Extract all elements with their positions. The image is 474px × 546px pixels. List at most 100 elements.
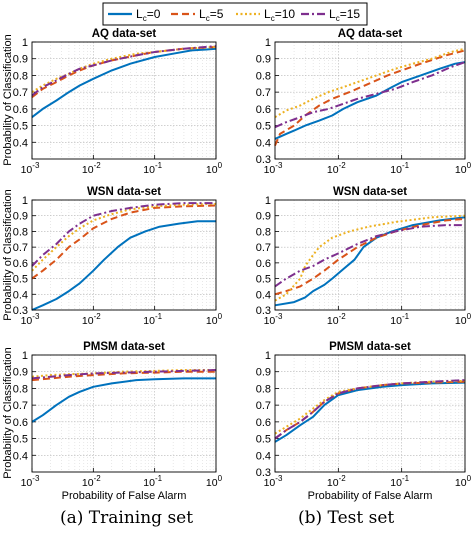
series-line-2 (274, 214, 466, 302)
x-tick-label: 10-2 (327, 161, 346, 176)
axes-frame (274, 354, 466, 473)
x-tick-label: 100 (455, 474, 472, 489)
y-tick-label: 0.6 (256, 417, 271, 429)
series-line-1 (31, 46, 217, 98)
series-line-1 (274, 380, 466, 440)
series-line-0 (274, 61, 466, 140)
y-tick-label: 0.5 (13, 434, 28, 446)
y-tick-label: 0.5 (256, 274, 271, 286)
y-tick-label: 0.3 (13, 305, 28, 317)
series-line-1 (31, 204, 217, 280)
y-tick-label: 1 (22, 37, 28, 49)
x-tick-label: 10-2 (82, 474, 101, 489)
y-tick-label: 0.8 (13, 70, 28, 82)
x-tick-label: 10-3 (21, 161, 40, 176)
y-tick-label: 0.5 (256, 434, 271, 446)
y-tick-label: 0.9 (13, 211, 28, 223)
axis-labels: Probability of Classification Probability… (2, 34, 432, 502)
x-tick-label: 10-3 (21, 312, 40, 327)
y-tick-label: 0.3 (256, 467, 271, 479)
series-line-0 (274, 381, 466, 443)
y-tick-label: 0.7 (256, 400, 271, 412)
series-line-3 (31, 45, 217, 97)
series-line-3 (31, 202, 216, 267)
y-tick-label: 0.7 (256, 87, 271, 99)
axes-frame (274, 41, 466, 160)
y-tick-label: 0.7 (13, 400, 28, 412)
y-tick-label: 0.5 (13, 274, 28, 286)
x-tick-label: 10-1 (390, 161, 409, 176)
legend: Lc=0 Lc=5 Lc=10 Lc=15 (102, 2, 368, 26)
subplot-1: 10-3 10-2 10-1 100 0.4 0.5 0.6 0.7 0.8 0.9 1 AQ dat… (13, 28, 223, 176)
y-tick-label: 0.8 (256, 383, 271, 395)
y-tick-label: 0.9 (13, 367, 28, 379)
y-tick-label: 0.4 (256, 450, 271, 462)
series-line-3 (31, 369, 217, 380)
x-tick-label: 100 (206, 161, 223, 176)
legend-label-1: Lc=5 (199, 7, 224, 23)
subplot-title: WSN data-set (87, 186, 161, 198)
x-tick-label: 10-3 (264, 312, 283, 327)
y-tick-label: 0.7 (13, 242, 28, 254)
x-tick-label: 10-3 (21, 474, 40, 489)
y-axis-label-3: Probability of Classification (2, 347, 14, 478)
y-tick-label: 0.6 (256, 104, 271, 116)
subplot-title: PMSM data-set (83, 341, 165, 353)
x-tick-label: 10-2 (82, 161, 101, 176)
y-tick-label: 1 (265, 195, 271, 207)
legend-box (102, 2, 368, 26)
y-tick-label: 0.9 (256, 54, 271, 66)
y-tick-label: 0.4 (256, 289, 271, 301)
y-tick-label: 0.8 (13, 226, 28, 238)
y-tick-label: 0.6 (13, 258, 28, 270)
x-axis-label-1: Probability of False Alarm (62, 490, 187, 502)
y-tick-label: 0.8 (256, 70, 271, 82)
caption-test-set: (b) Test set (298, 508, 395, 528)
series-line-1 (274, 49, 466, 146)
series-line-3 (274, 61, 466, 129)
x-tick-label: 10-3 (264, 474, 283, 489)
subplots: 10-3 10-2 10-1 100 0.4 0.5 0.6 0.7 0.8 0.9 1 AQ dat… (13, 28, 472, 489)
axes-frame (274, 199, 466, 311)
x-tick-label: 100 (206, 312, 223, 327)
legend-label-0: Lc=0 (136, 7, 161, 23)
x-tick-label: 10-1 (390, 474, 409, 489)
y-tick-label: 0.7 (13, 87, 28, 99)
y-tick-label: 0.4 (13, 289, 28, 301)
x-tick-label: 10-1 (390, 312, 409, 327)
subplot-title: WSN data-set (333, 186, 407, 198)
x-tick-label: 10-1 (143, 474, 162, 489)
series-line-0 (31, 220, 216, 311)
subplot-5: 10-3 10-2 10-1 100 0.4 0.5 0.6 0.7 0.8 0.9 1 PMSM d… (13, 341, 223, 489)
y-tick-label: 0.8 (13, 383, 28, 395)
series-line-2 (31, 46, 217, 93)
subplot-2: 10-3 10-2 10-1 100 0.3 0.4 0.5 0.6 0.7 0.8 0.9 1 AQ … (256, 28, 472, 176)
y-tick-label: 0.6 (13, 104, 28, 116)
y-tick-label: 0.8 (256, 226, 271, 238)
x-tick-label: 10-2 (82, 312, 101, 327)
legend-label-2: Lc=10 (264, 7, 295, 23)
y-tick-label: 0.6 (256, 258, 271, 270)
x-tick-label: 10-2 (327, 312, 346, 327)
y-tick-label: 1 (22, 195, 28, 207)
y-tick-label: 0.5 (256, 121, 271, 133)
y-tick-label: 0.9 (256, 211, 271, 223)
axes-frame (31, 199, 217, 311)
subplot-3: 10-3 10-2 10-1 100 0.3 0.4 0.5 0.6 0.7 0.8 0.9 1 WSN… (13, 186, 223, 327)
series-line-0 (31, 377, 216, 423)
series-line-0 (274, 216, 466, 307)
series-line-2 (274, 379, 466, 435)
y-tick-label: 0.4 (256, 137, 271, 149)
y-tick-label: 0.7 (256, 242, 271, 254)
axes-frame (31, 354, 217, 473)
caption-training-set: (a) Training set (60, 508, 194, 528)
y-tick-label: 0.5 (13, 121, 28, 133)
x-tick-label: 10-1 (143, 312, 162, 327)
y-tick-label: 1 (265, 350, 271, 362)
axes-frame (31, 41, 217, 160)
series-line-1 (274, 217, 466, 296)
y-tick-label: 1 (22, 350, 28, 362)
subplot-title: PMSM data-set (329, 341, 411, 353)
series-line-2 (31, 202, 217, 272)
